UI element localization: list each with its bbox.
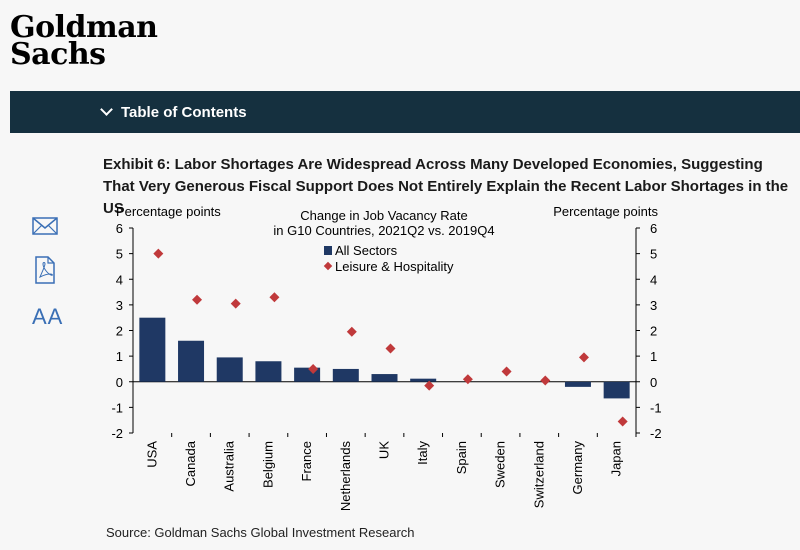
legend-swatch-all-sectors [324, 246, 332, 255]
bar-usa [139, 317, 166, 382]
bar-australia [216, 357, 243, 382]
chart-title-line1: Change in Job Vacancy Rate [300, 208, 467, 223]
bar-belgium [255, 361, 282, 382]
y-tick-label-right: 5 [650, 247, 657, 262]
x-tick-label: Spain [454, 441, 469, 474]
y-tick-label-right: 1 [650, 349, 657, 364]
logo-line-1: Goldman [10, 10, 158, 45]
source-note: Source: Goldman Sachs Global Investment … [106, 525, 415, 540]
x-tick-label: Belgium [260, 441, 275, 488]
y-tick-label-left: -1 [111, 400, 123, 415]
y-tick-label-right: 2 [650, 324, 657, 339]
bar-italy [410, 378, 437, 382]
table-of-contents-toggle[interactable]: Table of Contents [100, 91, 247, 133]
y-tick-label-left: 2 [116, 324, 123, 339]
y-axis-left-label: Percentage points [116, 204, 221, 219]
marker-germany [578, 352, 589, 363]
x-tick-label: Germany [570, 441, 585, 495]
y-tick-label-left: 5 [116, 247, 123, 262]
marker-usa [153, 248, 164, 259]
y-tick-label-left: 6 [116, 221, 123, 236]
pdf-icon[interactable] [34, 256, 56, 284]
y-tick-label-left: 1 [116, 349, 123, 364]
y-tick-label-right: 4 [650, 272, 657, 287]
legend-all-sectors: All Sectors [335, 243, 398, 258]
bar-canada [178, 340, 205, 382]
x-tick-label: Japan [609, 441, 624, 476]
marker-belgium [269, 292, 280, 303]
x-tick-label: Canada [183, 440, 198, 486]
y-tick-label-left: 4 [116, 272, 123, 287]
y-tick-label-right: 6 [650, 221, 657, 236]
x-tick-label: Italy [415, 441, 430, 465]
y-tick-label-right: -2 [650, 426, 662, 441]
y-tick-label-left: -2 [111, 426, 123, 441]
marker-netherlands [346, 326, 357, 337]
toc-label: Table of Contents [121, 103, 247, 121]
y-axis-right-label: Percentage points [553, 204, 658, 219]
legend-leisure-hospitality: Leisure & Hospitality [335, 259, 454, 274]
logo-line-2: Sachs [10, 37, 106, 72]
marker-italy [424, 380, 435, 391]
bar-japan [603, 381, 630, 399]
y-tick-label-right: 0 [650, 375, 657, 390]
marker-france [308, 363, 319, 374]
chart-title-line2: in G10 Countries, 2021Q2 vs. 2019Q4 [273, 223, 494, 238]
exhibit-title: Exhibit 6: Labor Shortages Are Widesprea… [103, 156, 789, 217]
marker-japan [617, 416, 628, 427]
bar-netherlands [332, 368, 359, 382]
text-size-label: AA [32, 304, 64, 329]
toc-bar: Table of Contents [10, 91, 800, 133]
x-tick-label: Sweden [493, 441, 508, 488]
bar-germany [564, 381, 591, 387]
bar-uk [371, 374, 398, 382]
x-tick-label: Netherlands [338, 441, 353, 512]
marker-spain [462, 374, 473, 385]
mail-icon[interactable] [32, 216, 58, 236]
x-tick-label: France [299, 441, 314, 481]
marker-switzerland [540, 375, 551, 386]
marker-uk [385, 343, 396, 354]
goldman-sachs-logo[interactable]: Goldman Sachs [10, 10, 158, 72]
x-tick-label: Australia [222, 440, 237, 491]
x-tick-label: UK [377, 441, 392, 459]
legend: All Sectors Leisure & Hospitality [323, 243, 454, 274]
legend-swatch-leisure [323, 261, 333, 271]
marker-australia [230, 298, 241, 309]
marker-canada [192, 294, 203, 305]
y-tick-label-left: 3 [116, 298, 123, 313]
text-size-icon[interactable]: AA [32, 304, 63, 330]
x-tick-label: Switzerland [531, 441, 546, 508]
y-tick-label-right: -1 [650, 400, 662, 415]
x-tick-label: USA [144, 441, 159, 468]
y-tick-label-left: 0 [116, 375, 123, 390]
y-tick-label-right: 3 [650, 298, 657, 313]
marker-sweden [501, 366, 512, 377]
